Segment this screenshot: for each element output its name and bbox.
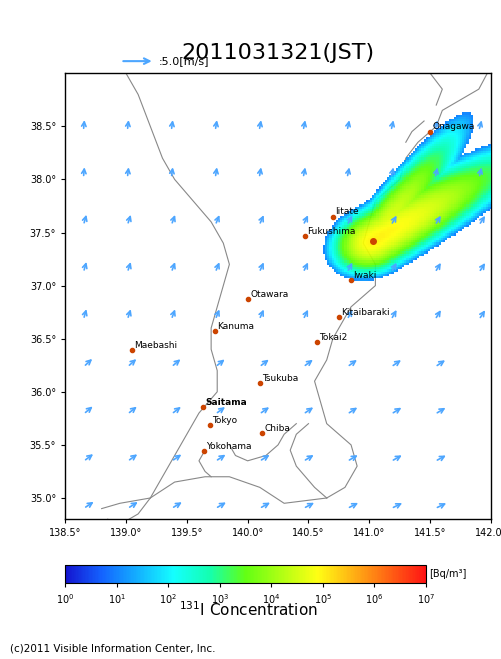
- Text: Tsukuba: Tsukuba: [262, 374, 299, 383]
- Text: Iitate: Iitate: [335, 208, 359, 216]
- Text: Fukushima: Fukushima: [307, 227, 356, 235]
- Text: 2011031321(JST): 2011031321(JST): [181, 43, 375, 63]
- Text: (c)2011 Visible Information Center, Inc.: (c)2011 Visible Information Center, Inc.: [10, 644, 215, 654]
- Text: Kitaibaraki: Kitaibaraki: [341, 308, 390, 318]
- Text: Chiba: Chiba: [265, 424, 291, 433]
- Text: Tokyo: Tokyo: [212, 416, 237, 424]
- Text: $^{131}$I Concentration: $^{131}$I Concentration: [178, 600, 318, 619]
- Text: Kanuma: Kanuma: [217, 322, 254, 331]
- Text: Onagawa: Onagawa: [432, 123, 475, 132]
- Text: [Bq/m³]: [Bq/m³]: [429, 569, 467, 579]
- Text: Maebashi: Maebashi: [134, 341, 178, 350]
- Text: Yokohama: Yokohama: [206, 442, 252, 451]
- Text: Otawara: Otawara: [250, 290, 288, 299]
- Text: Saitama: Saitama: [205, 397, 247, 407]
- Text: Tokai2: Tokai2: [320, 333, 348, 342]
- Text: :5.0[m/s]: :5.0[m/s]: [159, 56, 209, 66]
- Text: Iwaki: Iwaki: [354, 271, 377, 280]
